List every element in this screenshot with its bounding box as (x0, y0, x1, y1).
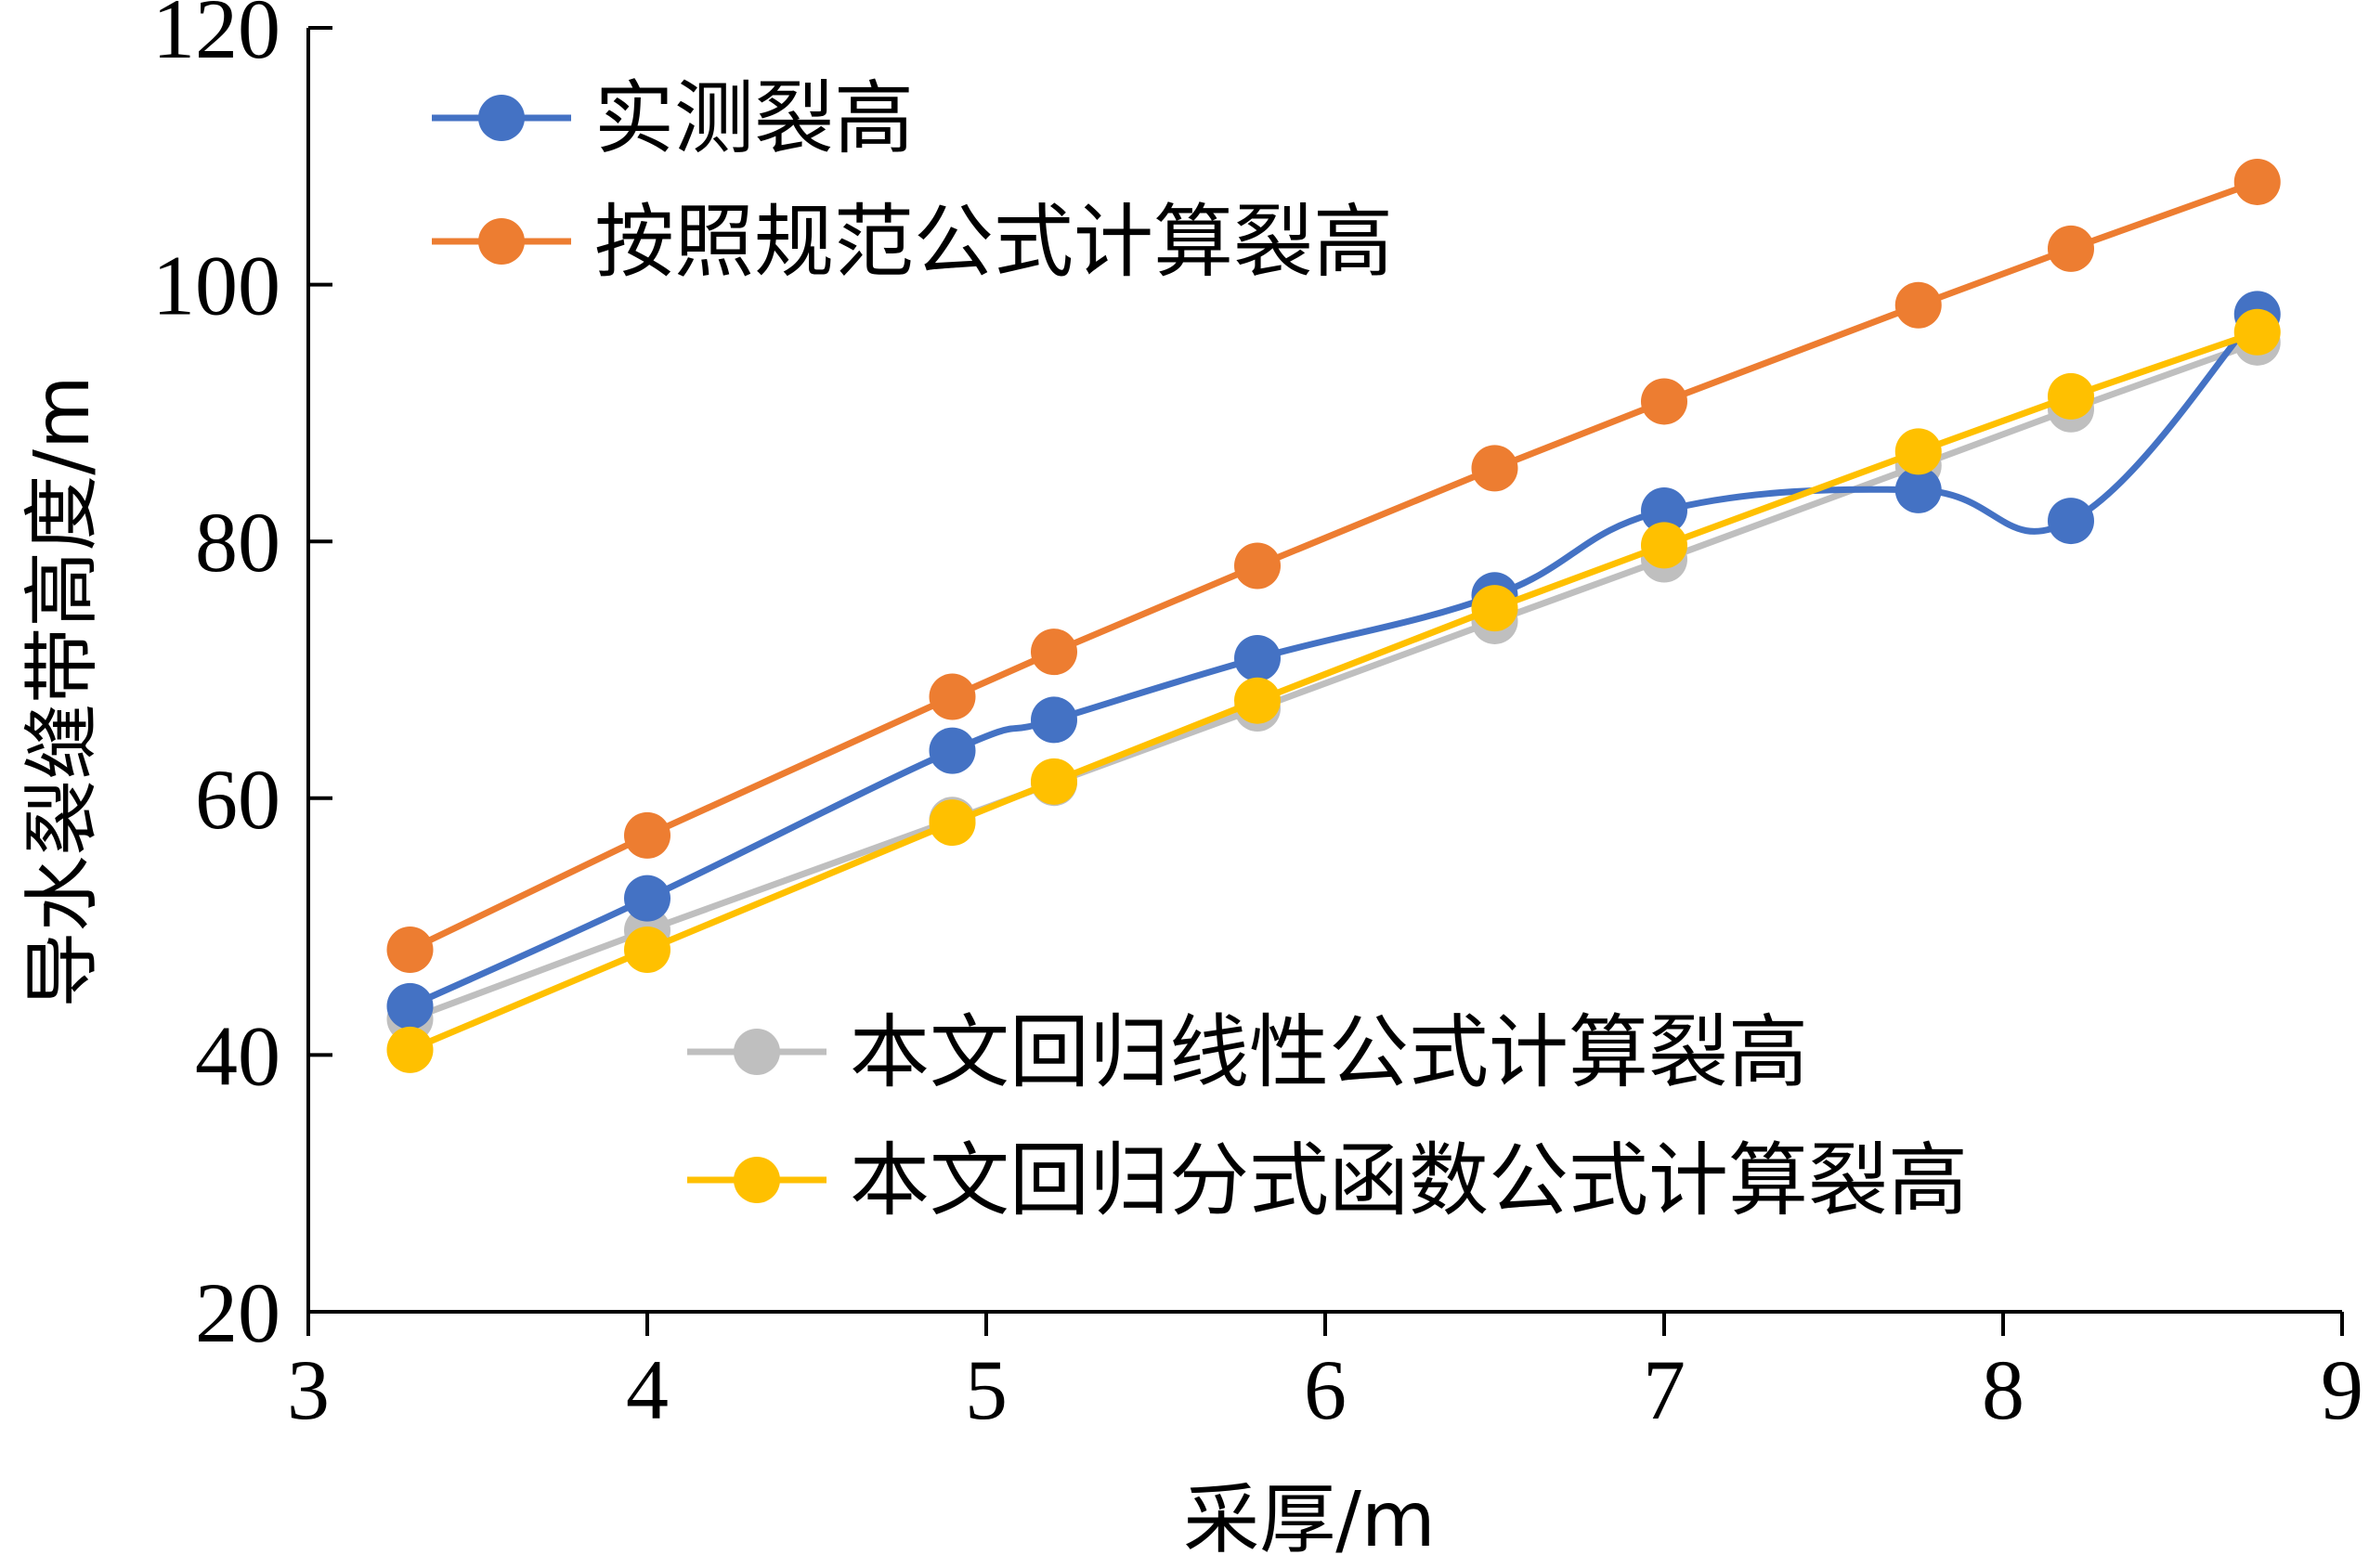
data-point (1471, 445, 1518, 492)
data-point (1894, 466, 1942, 513)
data-point (386, 1026, 434, 1073)
data-point (929, 727, 976, 774)
data-point (2233, 308, 2281, 356)
data-point (1031, 696, 1077, 744)
data-point (929, 673, 976, 720)
data-point (2233, 158, 2281, 205)
legend-swatch-marker (734, 1157, 780, 1203)
series-line (409, 329, 2258, 1054)
data-point (386, 982, 434, 1030)
series-2 (386, 318, 2281, 1043)
legend-label: 本文回归分式函数公式计算裂高 (850, 1134, 1968, 1227)
data-point (1894, 428, 1942, 475)
data-point (1031, 628, 1077, 676)
y-tick-label: 100 (152, 239, 280, 333)
legend-swatch-marker (734, 1029, 780, 1075)
data-point (1641, 487, 1687, 535)
x-tick-label: 9 (2321, 1342, 2363, 1437)
data-point (1894, 281, 1942, 329)
x-tick-label: 4 (626, 1342, 669, 1437)
legend-item: 实测裂高 (432, 72, 914, 165)
data-point (1471, 585, 1518, 632)
legend-label: 本文回归线性公式计算裂高 (850, 1006, 1808, 1099)
series-line (408, 178, 2258, 953)
axes: 3 4 5 6 7 8 9 20 40 60 80 100 120 (152, 0, 2363, 1437)
legend-item: 本文回归分式函数公式计算裂高 (687, 1134, 1968, 1227)
data-point (2048, 372, 2094, 420)
series-line (409, 339, 2258, 1022)
data-point (929, 799, 976, 847)
y-tick-label: 40 (195, 1008, 280, 1103)
series-0 (386, 291, 2281, 1030)
data-point (2048, 498, 2094, 545)
data-point (386, 926, 434, 973)
series-layer (386, 158, 2281, 1073)
x-tick-label: 5 (965, 1342, 1008, 1437)
legend-label: 实测裂高 (594, 72, 914, 165)
x-axis-title: 采厚/m (1183, 1476, 1436, 1564)
legend-swatch-marker (478, 218, 525, 265)
legend-item: 本文回归线性公式计算裂高 (687, 1006, 1808, 1099)
data-point (624, 875, 670, 922)
data-point (1234, 542, 1281, 590)
data-point (624, 811, 670, 859)
data-point (1031, 758, 1077, 805)
y-tick-label: 20 (195, 1265, 280, 1360)
y-tick-label: 120 (152, 0, 280, 76)
y-tick-label: 60 (195, 752, 280, 847)
x-tick-label: 7 (1643, 1342, 1686, 1437)
data-point (2048, 225, 2094, 272)
data-point (1234, 635, 1281, 682)
data-point (1641, 378, 1687, 425)
y-axis-title: 导水裂缝带高度/m (19, 375, 107, 1008)
x-tick-label: 6 (1304, 1342, 1347, 1437)
x-tick-label: 3 (287, 1342, 330, 1437)
series-1 (386, 158, 2281, 973)
legend-item: 按照规范公式计算裂高 (432, 196, 1393, 289)
series-line (409, 312, 2260, 1010)
data-point (1234, 677, 1281, 724)
legend-swatch-marker (478, 95, 525, 141)
data-point (624, 926, 670, 973)
y-tick-label: 80 (195, 495, 280, 590)
legend-label: 按照规范公式计算裂高 (594, 196, 1393, 289)
data-point (1641, 522, 1687, 569)
series-3 (386, 308, 2281, 1073)
x-tick-label: 8 (1982, 1342, 2024, 1437)
